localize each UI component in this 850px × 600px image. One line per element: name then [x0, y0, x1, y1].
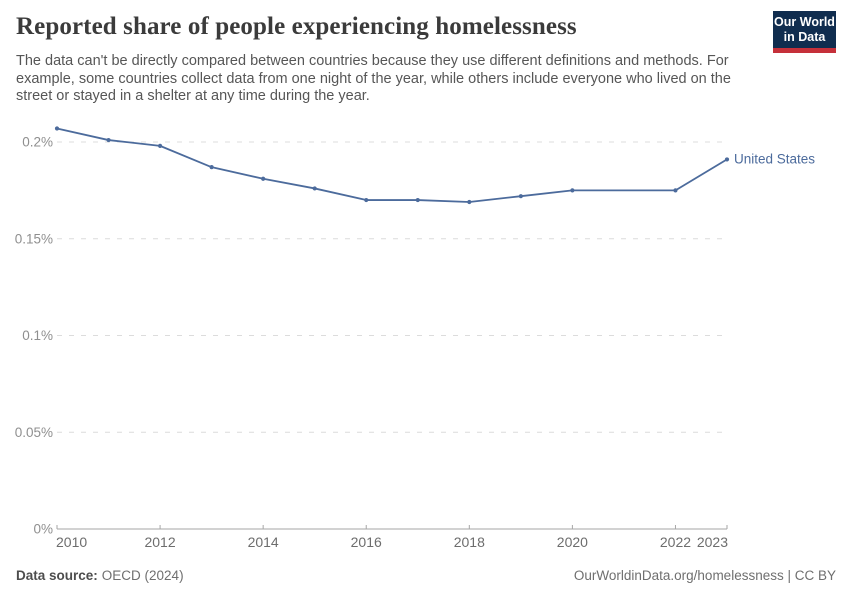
data-source-value: OECD (2024) — [101, 568, 184, 583]
data-point[interactable] — [570, 188, 575, 193]
data-point[interactable] — [724, 157, 730, 162]
chart-footer: Data source: OECD (2024) OurWorldinData.o… — [16, 568, 836, 583]
owid-logo-line2: in Data — [783, 30, 826, 44]
data-source-label: Data source: — [16, 568, 98, 583]
data-point[interactable] — [415, 197, 420, 203]
data-point[interactable] — [54, 126, 60, 131]
series-line[interactable] — [56, 127, 728, 203]
data-point[interactable] — [518, 194, 523, 199]
chart-subtitle: The data can't be directly compared betw… — [16, 53, 731, 104]
x-tick-label: 2020 — [557, 534, 588, 550]
data-point[interactable] — [467, 199, 472, 205]
chart-title: Reported share of people experiencing ho… — [16, 13, 577, 40]
y-tick-label: 0.05% — [15, 425, 53, 440]
x-tick-label: 2023 — [697, 534, 728, 550]
x-tick-label: 2010 — [56, 534, 87, 550]
data-source: Data source: OECD (2024) — [16, 568, 184, 583]
y-tick-label: 0.2% — [22, 135, 53, 150]
owid-logo: Our World in Data — [773, 11, 836, 53]
data-point[interactable] — [364, 197, 369, 203]
x-tick-label: 2012 — [144, 534, 175, 550]
data-point[interactable] — [106, 137, 111, 143]
x-tick-label: 2018 — [454, 534, 485, 550]
data-point[interactable] — [157, 143, 163, 148]
data-point[interactable] — [209, 165, 214, 170]
series-end-label[interactable]: United States — [734, 151, 815, 166]
x-tick-label: 2016 — [351, 534, 382, 550]
y-tick-label: 0.15% — [15, 231, 53, 246]
x-tick-label: 2022 — [660, 534, 691, 550]
owid-logo-line1: Our World — [774, 15, 835, 29]
y-tick-label: 0% — [33, 522, 53, 537]
data-point[interactable] — [261, 176, 266, 181]
x-tick-label: 2014 — [248, 534, 279, 550]
attribution: OurWorldinData.org/homelessness | CC BY — [573, 568, 836, 583]
data-point[interactable] — [312, 186, 317, 191]
y-tick-label: 0.1% — [22, 328, 53, 343]
data-point[interactable] — [673, 188, 678, 193]
